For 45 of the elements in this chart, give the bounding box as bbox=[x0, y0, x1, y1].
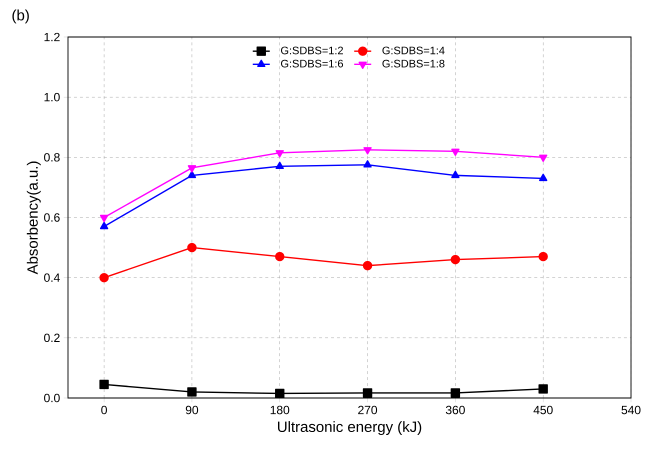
x-axis-title: Ultrasonic energy (kJ) bbox=[278, 421, 422, 435]
point bbox=[362, 260, 372, 270]
legend-label: G:SDBS=1:2 bbox=[281, 46, 343, 54]
x-tick-label: 540 bbox=[622, 406, 641, 414]
point bbox=[538, 384, 548, 394]
point bbox=[100, 214, 108, 222]
point bbox=[187, 242, 197, 252]
y-tick-label: 0.6 bbox=[44, 213, 60, 222]
y-tick-label: 0.2 bbox=[44, 334, 60, 342]
point bbox=[362, 388, 372, 398]
text: (b) bbox=[12, 10, 29, 24]
y-tick-label: 0.8 bbox=[44, 153, 60, 162]
legend-label: G:SDBS=1:4 bbox=[382, 46, 445, 54]
legend-label: G:SDBS=1:6 bbox=[281, 60, 344, 68]
point bbox=[450, 388, 460, 398]
x-tick-label: 450 bbox=[534, 406, 553, 414]
point bbox=[276, 150, 284, 158]
y-tick-label: 0.4 bbox=[44, 273, 60, 282]
point bbox=[276, 162, 284, 170]
x-tick-label: 90 bbox=[186, 406, 198, 414]
x-tick-label: 270 bbox=[358, 406, 378, 414]
y-tick-label: 1.2 bbox=[44, 32, 60, 42]
point bbox=[99, 380, 109, 390]
y-tick-label: 1.0 bbox=[44, 92, 60, 102]
x-tick-label: 0 bbox=[101, 406, 107, 414]
y-axis-title: Absorbency(a.u.) bbox=[26, 162, 41, 274]
x-tick-label: 360 bbox=[446, 406, 465, 414]
point bbox=[363, 160, 372, 168]
legend-label: G:SDBS=1:8 bbox=[382, 60, 444, 68]
point bbox=[363, 147, 372, 155]
point bbox=[450, 254, 460, 264]
point bbox=[188, 165, 196, 173]
point bbox=[539, 154, 548, 162]
point bbox=[188, 170, 196, 178]
y-tick-label: 0.0 bbox=[44, 394, 60, 402]
point bbox=[275, 388, 284, 398]
point bbox=[451, 148, 460, 156]
x-tick-label: 180 bbox=[270, 406, 290, 414]
point bbox=[187, 387, 197, 397]
point bbox=[539, 174, 548, 182]
point bbox=[100, 222, 108, 230]
point bbox=[538, 252, 548, 262]
point bbox=[275, 252, 284, 262]
point bbox=[451, 170, 460, 178]
point bbox=[99, 272, 109, 282]
